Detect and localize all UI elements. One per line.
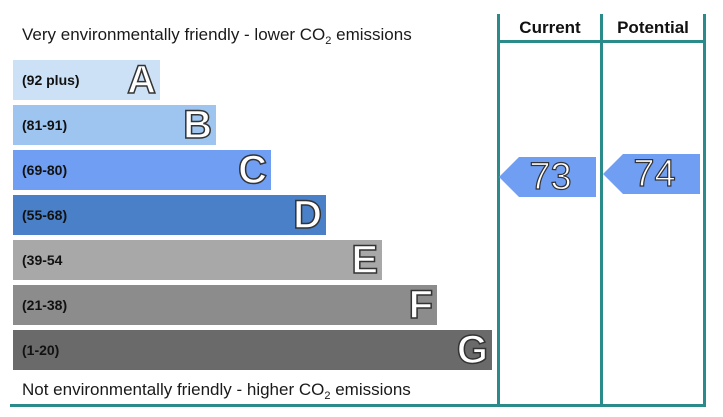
top-caption: Very environmentally friendly - lower CO… xyxy=(22,25,412,47)
band-d: (55-68) D xyxy=(13,192,326,238)
bottom-caption-suffix: emissions xyxy=(330,380,411,399)
current-rating-arrow: 73 xyxy=(499,156,596,198)
band-g: (1-20) G xyxy=(13,327,492,373)
band-f-letter: F xyxy=(408,282,434,328)
band-b: (81-91) B xyxy=(13,102,216,148)
current-column-header: Current xyxy=(519,18,581,37)
grid-middle-divider xyxy=(600,14,603,407)
band-a: (92 plus) A xyxy=(13,57,160,103)
band-g-letter: G xyxy=(456,327,489,373)
band-a-range: (92 plus) xyxy=(22,72,80,88)
band-a-letter: A xyxy=(126,57,156,103)
band-c-range: (69-80) xyxy=(22,162,68,178)
potential-rating-arrow-shape xyxy=(603,154,700,194)
bottom-caption: Not environmentally friendly - higher CO… xyxy=(22,380,411,402)
band-c: (69-80) C xyxy=(13,147,271,193)
current-rating-value: 73 xyxy=(529,156,572,198)
potential-rating-arrow: 74 xyxy=(603,153,700,195)
band-b-letter: B xyxy=(182,102,212,148)
top-caption-text: Very environmentally friendly - lower CO xyxy=(22,25,326,44)
band-e-range: (39-54 xyxy=(22,252,63,268)
band-e: (39-54 E xyxy=(13,237,382,283)
top-caption-subscript: 2 xyxy=(325,35,332,47)
grid-left-border xyxy=(497,14,500,407)
grid-right-border xyxy=(703,14,706,407)
current-rating-arrow-shape xyxy=(499,157,596,197)
band-d-range: (55-68) xyxy=(22,207,68,223)
potential-rating-value: 74 xyxy=(633,153,676,195)
bottom-caption-subscript: 2 xyxy=(324,390,331,402)
potential-column-header: Potential xyxy=(617,18,689,37)
band-g-range: (1-20) xyxy=(22,342,60,358)
grid-header-divider xyxy=(497,40,706,43)
grid-bottom-border xyxy=(10,404,706,407)
band-f: (21-38) F xyxy=(13,282,437,328)
band-f-range: (21-38) xyxy=(22,297,68,313)
band-d-letter: D xyxy=(292,192,322,238)
band-e-letter: E xyxy=(351,237,379,283)
bottom-caption-text: Not environmentally friendly - higher CO xyxy=(22,380,325,399)
band-c-letter: C xyxy=(237,147,267,193)
top-caption-suffix: emissions xyxy=(331,25,412,44)
band-b-range: (81-91) xyxy=(22,117,68,133)
